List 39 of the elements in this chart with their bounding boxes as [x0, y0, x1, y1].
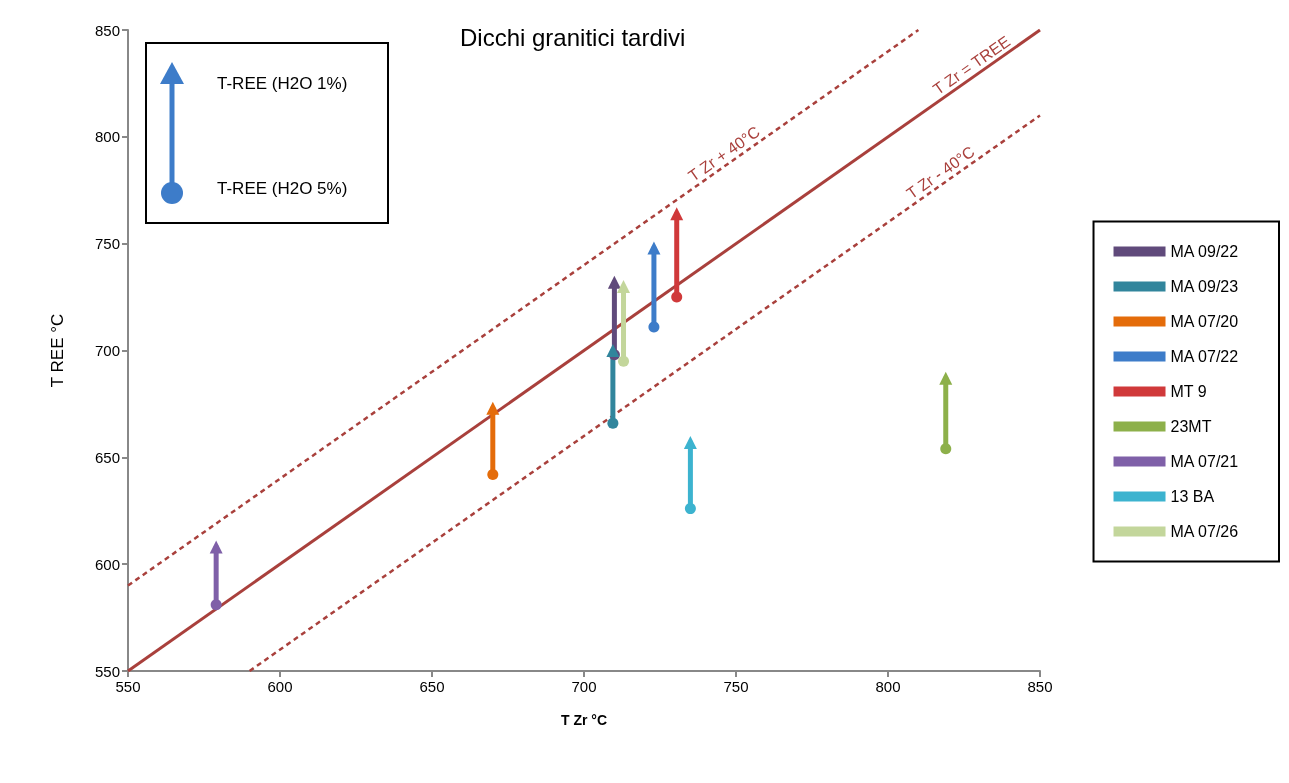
point [487, 468, 499, 480]
point [210, 599, 222, 611]
text: T Zr + 40°C [685, 122, 763, 185]
legend-label: MA 07/20 [1170, 313, 1239, 330]
x-tick-label: 850 [1027, 678, 1053, 695]
x-tick-label: 800 [875, 678, 901, 695]
legend-label: MA 09/22 [1170, 243, 1239, 260]
legend-label: MA 07/21 [1170, 453, 1239, 470]
x-tick-label: 600 [267, 678, 293, 695]
legend-label: MA 07/22 [1170, 348, 1239, 365]
point [648, 321, 660, 333]
point [607, 417, 619, 429]
legend-label: MA 09/23 [1170, 278, 1239, 295]
x-tick-label: 750 [723, 678, 749, 695]
point [684, 503, 696, 515]
y-tick-label: 650 [94, 448, 120, 466]
y-tick-label: 600 [94, 555, 120, 573]
y-tick-label: 850 [94, 21, 120, 39]
annotation: T-REE (H2O 1%) [217, 74, 348, 94]
x-axis-title: T Zr °C [560, 712, 608, 728]
point [940, 443, 952, 455]
y-tick-label: 750 [94, 235, 120, 253]
x-tick-label: 550 [115, 678, 141, 695]
chart-title: Dicchi granitici tardivi [460, 23, 686, 51]
legend-label: 23MT [1170, 418, 1212, 435]
y-tick-label: 550 [94, 662, 120, 680]
y-axis-title: T REE °C [48, 313, 67, 388]
point [618, 355, 630, 367]
y-tick-label: 700 [94, 342, 120, 359]
annotation: T-REE (H2O 5%) [217, 179, 348, 199]
key-box: T-REE (H2O 1%) T-REE (H2O 5%) [145, 42, 389, 224]
legend-label: 13 BA [1170, 488, 1215, 505]
legend-label: MT 9 [1170, 383, 1207, 400]
y-tick-label: 800 [94, 128, 120, 146]
legend-label: MA 07/26 [1170, 523, 1239, 540]
text: T Zr - 40°C [903, 142, 978, 203]
x-tick-label: 650 [419, 678, 445, 695]
point [671, 291, 683, 303]
x-tick-label: 700 [571, 678, 597, 695]
